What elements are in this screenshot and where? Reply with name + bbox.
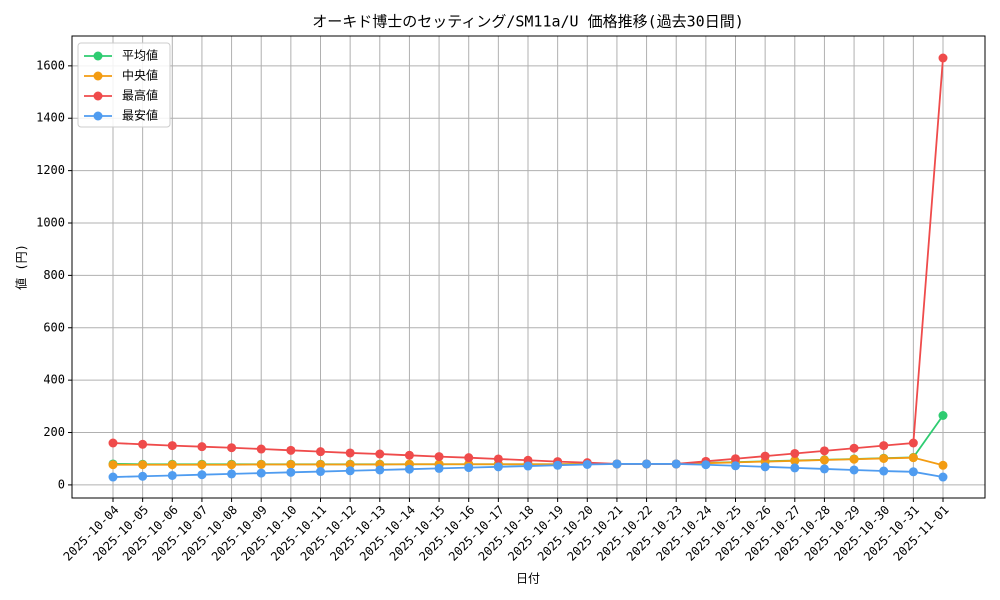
data-point (256, 468, 266, 478)
legend-marker (93, 111, 103, 121)
legend-marker (93, 51, 103, 61)
data-point (849, 443, 859, 453)
data-point (731, 454, 740, 464)
data-point (227, 443, 237, 453)
y-tick-label: 400 (43, 373, 65, 387)
data-point (434, 463, 444, 473)
legend-marker (93, 71, 103, 81)
y-tick-label: 1400 (36, 111, 65, 125)
data-point (464, 463, 474, 473)
data-point (108, 472, 118, 482)
data-point (760, 451, 770, 461)
data-point (256, 459, 266, 469)
plot-frame (71, 35, 986, 499)
data-point (138, 460, 148, 470)
data-point (286, 467, 296, 477)
data-point (256, 444, 266, 454)
data-point (108, 438, 118, 448)
data-point (345, 459, 355, 469)
data-point (642, 459, 652, 469)
data-point (375, 449, 385, 459)
data-point (612, 459, 622, 469)
y-axis-label: 値 (円) (14, 244, 29, 290)
data-point (731, 461, 740, 471)
data-point (553, 460, 563, 470)
data-point (197, 470, 207, 480)
y-tick-label: 0 (58, 477, 65, 491)
data-point (790, 463, 800, 473)
data-point (197, 442, 207, 452)
data-point (167, 460, 177, 470)
data-point (404, 464, 414, 474)
data-point (582, 459, 592, 469)
data-point (908, 467, 918, 477)
data-point (523, 461, 533, 471)
data-point (849, 465, 859, 475)
data-point (790, 448, 800, 458)
legend-box (77, 42, 171, 128)
data-point (108, 460, 118, 470)
data-point (345, 448, 355, 458)
data-point (671, 459, 681, 469)
data-point (908, 453, 918, 463)
data-point (819, 464, 829, 474)
data-point (879, 466, 889, 476)
data-point (938, 53, 948, 63)
data-point (790, 456, 800, 466)
data-point (227, 469, 237, 479)
data-point (493, 454, 503, 464)
data-point (493, 462, 503, 472)
data-point (286, 459, 296, 469)
data-point (197, 460, 207, 470)
data-point (345, 466, 355, 476)
data-point (404, 450, 414, 460)
data-point (167, 441, 177, 451)
data-point (316, 467, 325, 477)
y-tick-label: 200 (43, 425, 65, 439)
data-point (908, 438, 918, 448)
legend-label: 平均値 (122, 48, 158, 63)
data-point (167, 470, 177, 480)
legend-label: 中央値 (122, 68, 158, 83)
data-point (701, 460, 711, 470)
data-point (849, 454, 859, 464)
data-point (938, 472, 948, 482)
data-point (879, 453, 889, 463)
chart-title: オーキド博士のセッティング/SM11a/U 価格推移(過去30日間) (312, 13, 744, 31)
data-point (227, 460, 237, 470)
data-point (316, 447, 325, 457)
data-point (760, 462, 770, 472)
data-point (316, 459, 325, 469)
legend-marker (93, 91, 103, 101)
data-point (819, 455, 829, 465)
data-point (938, 460, 948, 470)
data-point (286, 445, 296, 455)
y-tick-label: 1000 (36, 216, 65, 230)
data-point (138, 471, 148, 481)
data-point (375, 465, 385, 475)
x-axis-label: 日付 (516, 572, 540, 586)
data-point (879, 441, 889, 451)
data-point (138, 439, 148, 449)
data-point (464, 453, 474, 463)
data-point (434, 452, 444, 462)
legend-label: 最安値 (122, 108, 158, 123)
y-tick-label: 600 (43, 320, 65, 334)
legend-label: 最高値 (122, 88, 158, 103)
y-tick-label: 1200 (36, 163, 65, 177)
data-point (938, 411, 948, 420)
data-point (819, 446, 829, 456)
y-tick-label: 800 (43, 268, 65, 282)
y-tick-label: 1600 (36, 58, 65, 72)
